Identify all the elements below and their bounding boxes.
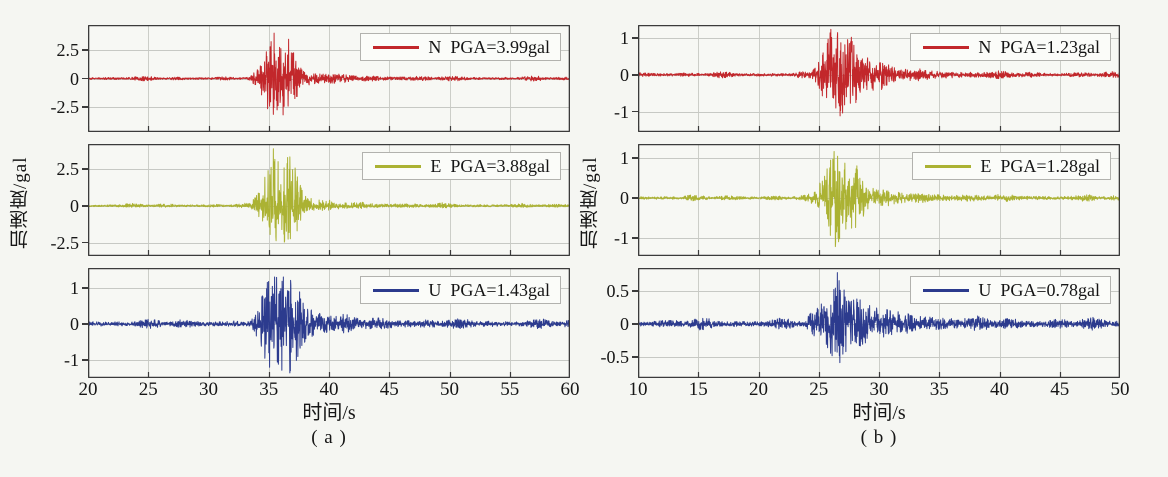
legend-b-n: N PGA=1.23gal	[910, 33, 1111, 61]
y-tick-label: -0.5	[600, 346, 630, 367]
x-axis-label-a: 时间/s	[302, 402, 356, 424]
seismic-waveform-figure: 加速度/gal N PGA=3.99gal 2.5 0 -2.5 E PGA=3.8…	[2, 25, 1130, 449]
y-tick-mark	[82, 242, 88, 244]
x-tick-label: 30	[199, 379, 218, 400]
y-tick-mark	[632, 237, 638, 239]
y-tick-label: 2.5	[56, 40, 80, 61]
y-tick-mark	[632, 197, 638, 199]
y-tick-mark	[82, 168, 88, 170]
legend-label: N PGA=3.99gal	[428, 37, 550, 57]
x-tick-label: 25	[809, 379, 829, 400]
subplot-b-n: N PGA=1.23gal 1 0 -1	[584, 25, 1120, 132]
y-tick-label: -1	[64, 349, 79, 370]
x-axis-label-b: 时间/s	[852, 402, 906, 424]
x-axis-ticks-a: 20 25 30 35 40 45 50 55 60	[2, 379, 580, 401]
y-tick-mark	[82, 287, 88, 289]
plot-area-a-u: U PGA=1.43gal	[88, 268, 570, 378]
y-tick-mark	[82, 49, 88, 51]
y-tick-mark	[82, 106, 88, 108]
x-tick-label: 45	[1050, 379, 1070, 400]
y-tick-label: 2.5	[56, 159, 80, 180]
y-tick-mark	[82, 205, 88, 207]
y-tick-mark	[632, 356, 638, 358]
x-tick-label: 35	[929, 379, 949, 400]
x-tick-label: 25	[138, 379, 158, 400]
y-tick-label: 0	[620, 64, 629, 85]
plot-area-a-e: E PGA=3.88gal	[88, 144, 570, 256]
x-tick-label: 20	[78, 379, 98, 400]
y-tick-label: 0	[620, 313, 629, 334]
x-axis-ticks-b: 10 15 20 25 30 35 40 45 50	[584, 379, 1130, 401]
y-tick-mark	[82, 359, 88, 361]
x-tick-label: 50	[1110, 379, 1130, 400]
x-tick-label: 20	[749, 379, 768, 400]
y-tick-mark	[632, 290, 638, 292]
legend-line-swatch	[373, 45, 420, 49]
legend-a-e: E PGA=3.88gal	[362, 152, 561, 180]
x-tick-label: 45	[379, 379, 399, 400]
subplot-a-e: E PGA=3.88gal 2.5 0 -2.5	[2, 144, 570, 256]
x-tick-label: 15	[688, 379, 708, 400]
y-tick-mark	[82, 77, 88, 80]
plot-area-b-n: N PGA=1.23gal	[638, 25, 1120, 132]
legend-label: E PGA=3.88gal	[430, 156, 550, 176]
legend-line-swatch	[375, 164, 422, 168]
x-tick-label: 40	[990, 379, 1009, 400]
y-tick-mark	[632, 157, 638, 159]
plot-area-a-n: N PGA=3.99gal	[88, 25, 570, 132]
plot-area-b-e: E PGA=1.28gal	[638, 144, 1120, 256]
x-tick-label: 30	[869, 379, 889, 400]
y-tick-label: 1	[620, 27, 629, 48]
x-tick-label: 55	[500, 379, 520, 400]
subplot-a-u: U PGA=1.43gal 1 0 -1	[2, 268, 570, 378]
panel-caption-a: ( a )	[311, 427, 347, 448]
y-tick-label: 0	[70, 68, 79, 89]
panel-a: 加速度/gal N PGA=3.99gal 2.5 0 -2.5 E PGA=3.8…	[2, 25, 580, 449]
subplot-b-u: U PGA=0.78gal 0.5 0 -0.5	[584, 268, 1120, 378]
subplot-a-n: N PGA=3.99gal 2.5 0 -2.5	[2, 25, 570, 132]
y-tick-label: 0	[620, 188, 629, 208]
x-tick-label: 60	[560, 379, 580, 400]
legend-line-swatch	[923, 288, 970, 292]
legend-line-swatch	[925, 164, 972, 168]
y-tick-label: -2.5	[50, 96, 80, 117]
legend-label: U PGA=1.43gal	[428, 280, 550, 300]
y-tick-mark	[632, 323, 638, 325]
y-tick-label: -1	[614, 228, 629, 248]
y-tick-label: 1	[620, 148, 629, 168]
y-tick-mark	[632, 37, 638, 39]
x-tick-label: 35	[259, 379, 279, 400]
panel-b: 加速度/gal N PGA=1.23gal 1 0 -1 E PGA=1.28gal…	[580, 25, 1130, 449]
y-tick-mark	[82, 323, 88, 325]
legend-line-swatch	[923, 45, 970, 49]
legend-b-e: E PGA=1.28gal	[912, 152, 1111, 180]
legend-label: E PGA=1.28gal	[980, 156, 1100, 176]
y-tick-label: 0	[70, 313, 79, 334]
y-tick-label: -2.5	[50, 232, 80, 253]
x-tick-label: 10	[628, 379, 648, 400]
plot-area-b-u: U PGA=0.78gal	[638, 268, 1120, 378]
subplot-b-e: E PGA=1.28gal 1 0 -1	[584, 144, 1120, 256]
legend-label: N PGA=1.23gal	[978, 37, 1100, 57]
legend-b-u: U PGA=0.78gal	[910, 276, 1111, 304]
y-tick-label: 1	[70, 277, 79, 298]
x-tick-label: 50	[440, 379, 459, 400]
y-tick-mark	[632, 74, 638, 76]
y-tick-label: 0	[70, 195, 79, 216]
x-tick-label: 40	[319, 379, 339, 400]
legend-a-u: U PGA=1.43gal	[360, 276, 561, 304]
legend-line-swatch	[373, 288, 420, 292]
y-tick-label: -1	[614, 101, 629, 122]
y-tick-mark	[632, 111, 638, 113]
panel-caption-b: ( b )	[860, 427, 898, 448]
legend-label: U PGA=0.78gal	[978, 280, 1100, 300]
legend-a-n: N PGA=3.99gal	[360, 33, 561, 61]
y-tick-label: 0.5	[606, 281, 630, 302]
